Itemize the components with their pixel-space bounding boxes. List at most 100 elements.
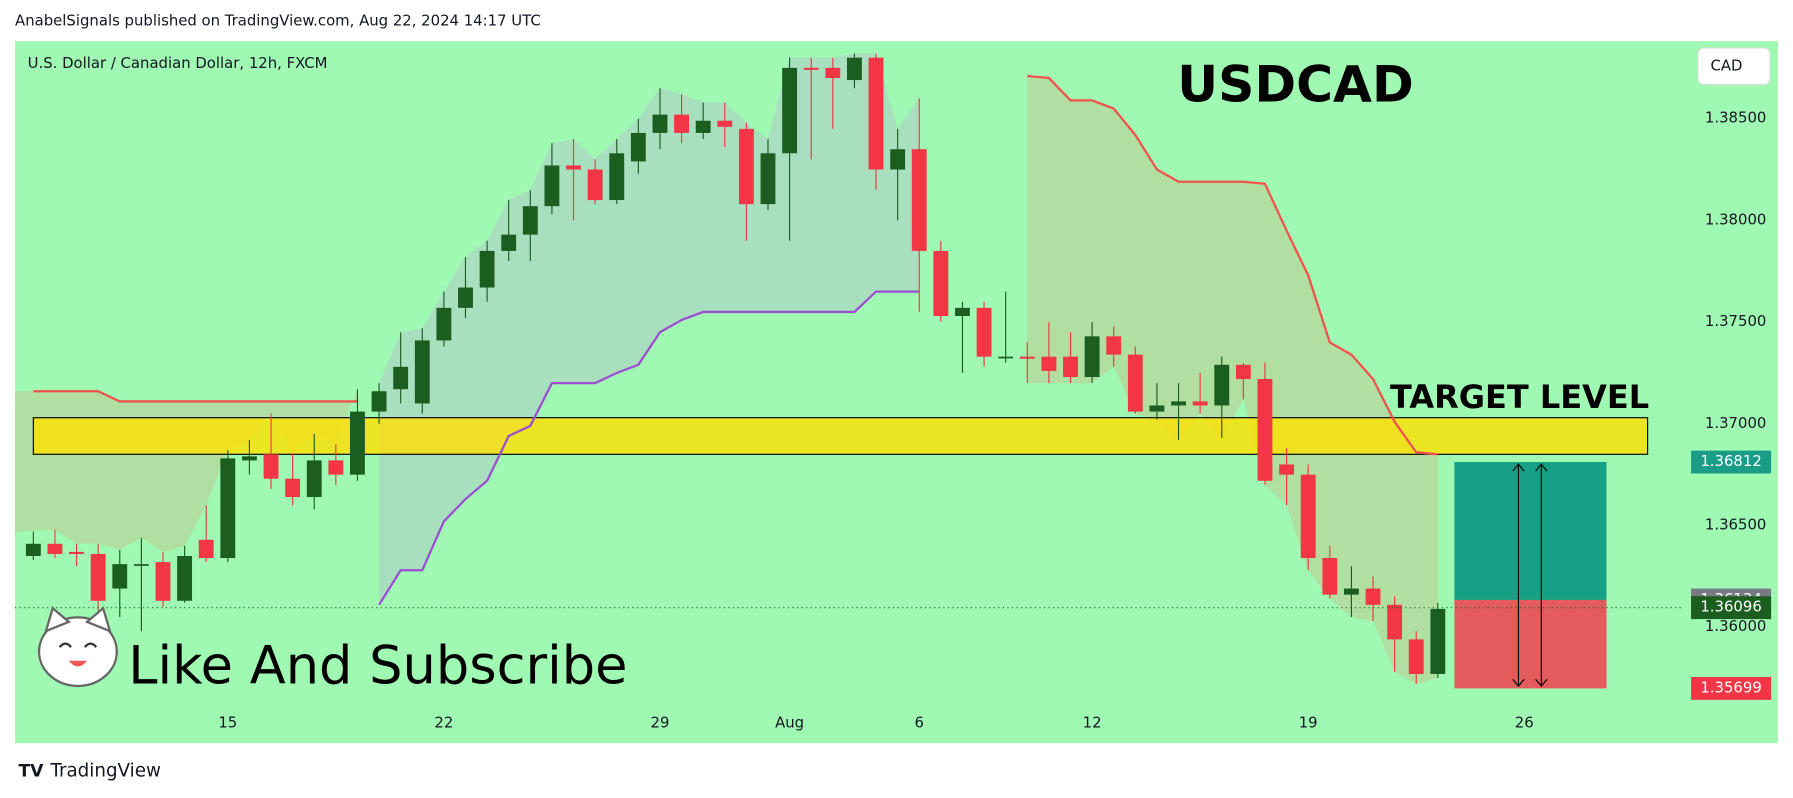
- candle-body: [1387, 604, 1403, 640]
- candle-body: [609, 153, 625, 201]
- candle-body: [803, 67, 819, 70]
- candle-body: [47, 543, 63, 554]
- x-tick-label: 19: [1299, 714, 1318, 732]
- candle-body: [414, 340, 430, 404]
- candle-body: [1235, 364, 1251, 380]
- candle-body: [198, 539, 214, 559]
- candle-body: [1041, 356, 1057, 371]
- x-tick-label: Aug: [775, 714, 804, 732]
- candle-body: [976, 307, 992, 357]
- candle-body: [522, 206, 538, 235]
- candle-body: [501, 234, 517, 251]
- candle-body: [1365, 588, 1381, 605]
- candle-body: [652, 114, 668, 133]
- candle-body: [479, 250, 495, 288]
- indicator-line: [33, 74, 1438, 456]
- candle-body: [587, 169, 603, 201]
- candle-body: [220, 458, 236, 559]
- cloud-fill: [379, 53, 920, 605]
- y-tick-label: 1.36500: [1705, 515, 1766, 533]
- y-tick-label: 1.38500: [1705, 109, 1766, 127]
- header: AnabelSignals published on TradingView.c…: [15, 12, 541, 30]
- price-label-bg: [1691, 676, 1772, 700]
- candle-body: [371, 391, 387, 412]
- x-tick-label: 12: [1083, 714, 1102, 732]
- y-tick-label: 1.37000: [1705, 414, 1766, 432]
- candle-body: [458, 287, 473, 308]
- candle-body: [760, 153, 776, 205]
- candle-body: [890, 149, 906, 170]
- indicator-line: [378, 290, 920, 606]
- candle-body: [285, 478, 301, 498]
- candle-body: [998, 356, 1014, 359]
- candle-body: [1106, 336, 1122, 355]
- candle-body: [911, 149, 927, 251]
- candle-body: [1192, 401, 1208, 406]
- like-subscribe: Like And Subscribe: [128, 635, 627, 696]
- y-tick-label: 1.37500: [1705, 312, 1766, 330]
- loss-zone: [1454, 599, 1607, 689]
- candle-body: [825, 67, 841, 79]
- candle-body: [112, 564, 128, 589]
- candle-body: [1408, 639, 1424, 674]
- candle-body: [328, 460, 344, 475]
- candle-body: [350, 411, 365, 475]
- candle-body: [436, 307, 452, 341]
- candle-body: [1343, 588, 1359, 595]
- candle-body: [933, 250, 949, 316]
- chart-title: USDCAD: [1177, 55, 1413, 114]
- candle-body: [955, 307, 970, 316]
- candle-body: [782, 67, 798, 154]
- candle-body: [846, 57, 862, 81]
- candle-body: [90, 553, 106, 601]
- candle-body: [1214, 364, 1230, 406]
- candle-body: [717, 120, 733, 127]
- candle-body: [1300, 474, 1316, 559]
- candle-body: [133, 564, 149, 566]
- price-label: 1.35699: [1700, 678, 1761, 696]
- candle-body: [1084, 336, 1100, 378]
- x-tick-label: 6: [915, 714, 924, 732]
- target-zone: [32, 417, 1649, 455]
- currency-button[interactable]: [1697, 47, 1771, 86]
- candle-body: [393, 366, 409, 390]
- candle-body: [630, 132, 646, 162]
- candle-body: [1063, 356, 1078, 378]
- price-label-bg: [1691, 450, 1772, 474]
- candle-body: [1257, 379, 1273, 481]
- price-label: 1.36812: [1700, 452, 1761, 470]
- y-tick-label: 1.36000: [1705, 617, 1766, 635]
- candle-body: [1019, 356, 1035, 359]
- arrow-head: [1535, 463, 1548, 688]
- candle-body: [1430, 608, 1446, 674]
- candle-body: [155, 562, 171, 601]
- candle-body: [868, 57, 884, 170]
- price-label-bg: [1691, 596, 1772, 620]
- candle-body: [1149, 405, 1165, 412]
- x-tick-label: 29: [650, 714, 669, 732]
- candle-body: [738, 128, 754, 205]
- x-tick-label: 22: [434, 714, 453, 732]
- candle-body: [1127, 354, 1143, 412]
- footer-brand: TradingView: [49, 761, 161, 782]
- candle-body: [263, 454, 279, 479]
- candle-body: [25, 543, 41, 556]
- candle-body: [241, 456, 257, 461]
- currency-label[interactable]: CAD: [1711, 56, 1743, 74]
- candle-body: [1322, 558, 1338, 595]
- candle-body: [566, 165, 581, 170]
- candle-body: [69, 551, 84, 554]
- mascot: [37, 606, 118, 688]
- x-tick-label: 15: [218, 714, 237, 732]
- plot: [15, 53, 1686, 744]
- candle-body: [544, 165, 560, 207]
- cloud-fill: [1027, 75, 1438, 685]
- candle-body: [1279, 464, 1295, 475]
- x-tick-label: 26: [1515, 714, 1534, 732]
- profit-zone: [1454, 462, 1607, 600]
- candle-body: [177, 555, 193, 601]
- price-label: 1.36096: [1700, 598, 1761, 616]
- logo-mark: TV: [18, 762, 44, 782]
- symbol-description: U.S. Dollar / Canadian Dollar, 12h, FXCM: [28, 54, 328, 72]
